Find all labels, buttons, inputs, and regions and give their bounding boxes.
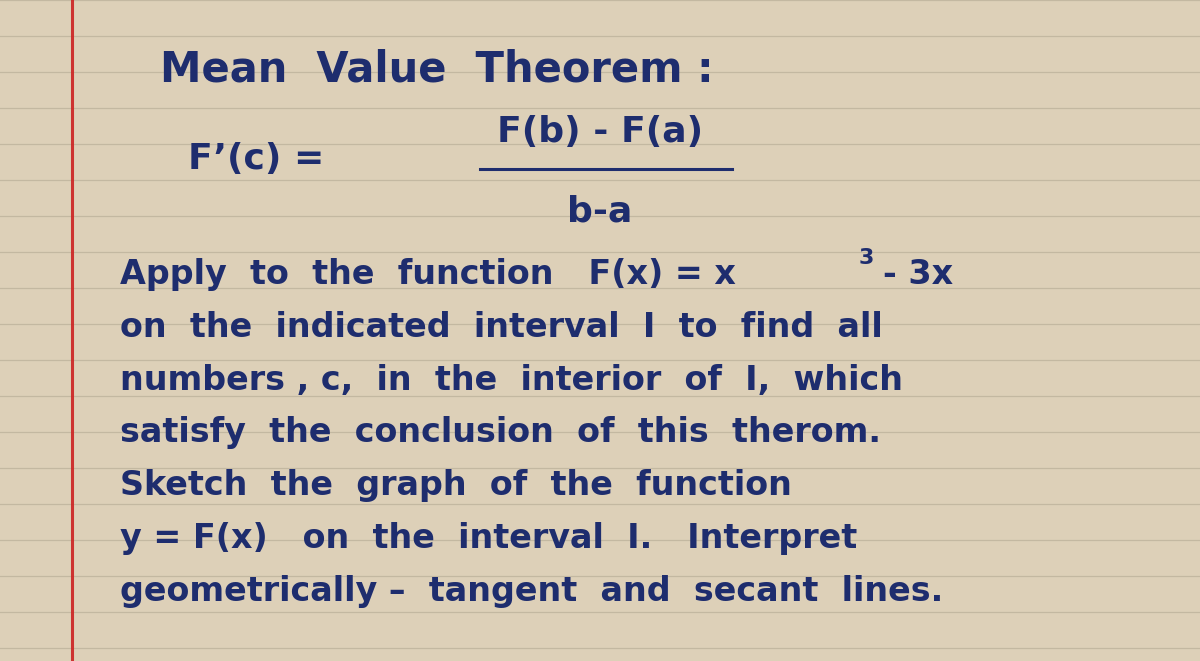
Text: Sketch  the  graph  of  the  function: Sketch the graph of the function <box>120 469 792 502</box>
Text: Mean  Value  Theorem :: Mean Value Theorem : <box>160 48 714 91</box>
Text: satisfy  the  conclusion  of  this  therom.: satisfy the conclusion of this therom. <box>120 416 881 449</box>
Text: b-a: b-a <box>568 194 632 229</box>
Text: on  the  indicated  interval  I  to  find  all: on the indicated interval I to find all <box>120 311 883 344</box>
Text: - 3x: - 3x <box>883 258 953 291</box>
Text: geometrically –  tangent  and  secant  lines.: geometrically – tangent and secant lines… <box>120 575 943 608</box>
Text: F’(c) =: F’(c) = <box>187 141 324 176</box>
Text: Apply  to  the  function   F(x) = x: Apply to the function F(x) = x <box>120 258 736 291</box>
Text: F(b) - F(a): F(b) - F(a) <box>497 115 703 149</box>
Text: y = F(x)   on  the  interval  I.   Interpret: y = F(x) on the interval I. Interpret <box>120 522 857 555</box>
Text: 3: 3 <box>859 248 875 268</box>
Text: numbers , c,  in  the  interior  of  I,  which: numbers , c, in the interior of I, which <box>120 364 904 397</box>
